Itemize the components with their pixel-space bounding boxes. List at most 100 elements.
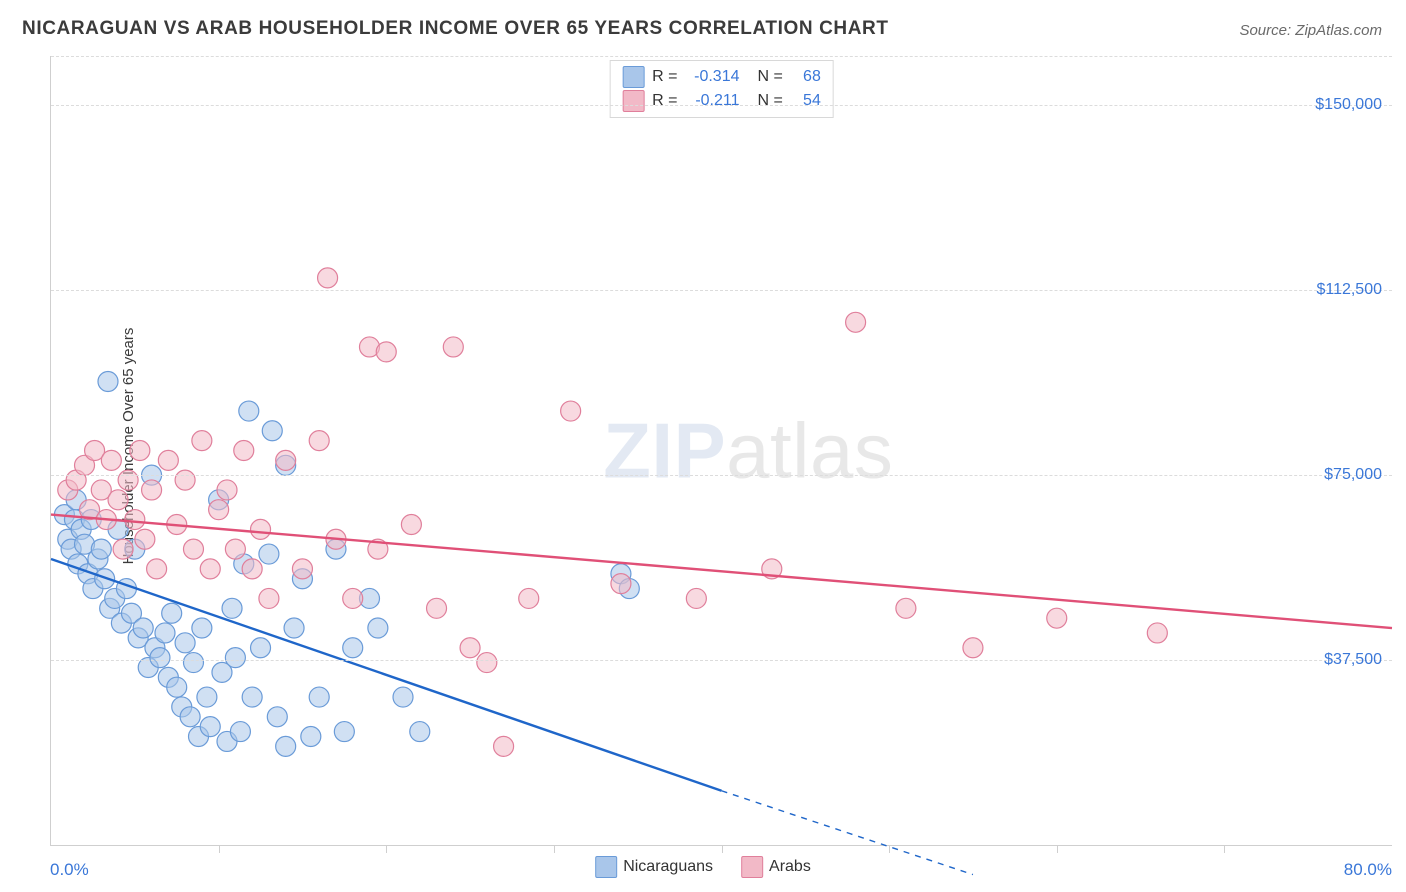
scatter-point [167,677,187,697]
legend-n-label: N = [758,65,783,89]
scatter-point [180,707,200,727]
scatter-point [686,588,706,608]
scatter-point [519,588,539,608]
y-tick-label: $37,500 [1324,651,1382,669]
scatter-point [427,598,447,618]
scatter-point [222,598,242,618]
legend-r-label: R = [652,65,677,89]
legend-swatch [622,66,644,88]
scatter-point [318,268,338,288]
chart-plot-area: ZIPatlas R =-0.314N =68R =-0.211N =54 $3… [50,56,1392,846]
legend-r-value: -0.314 [686,65,740,89]
scatter-point [460,638,480,658]
x-axis-min-label: 0.0% [50,860,89,880]
scatter-point [292,559,312,579]
scatter-point [1047,608,1067,628]
scatter-point [118,470,138,490]
scatter-point [192,618,212,638]
scatter-point [183,539,203,559]
scatter-point [155,623,175,643]
scatter-point [142,480,162,500]
scatter-point [1147,623,1167,643]
scatter-point [147,559,167,579]
corr-legend-row: R = -0.211 N = 54 [622,89,821,113]
scatter-svg [51,56,1392,845]
scatter-point [309,431,329,451]
scatter-point [101,450,121,470]
scatter-point [242,559,262,579]
scatter-point [175,470,195,490]
scatter-point [209,500,229,520]
scatter-point [125,510,145,530]
scatter-point [343,638,363,658]
scatter-point [242,687,262,707]
y-tick-label: $75,000 [1324,466,1382,484]
scatter-point [494,736,514,756]
scatter-point [251,638,271,658]
scatter-point [225,648,245,668]
legend-item: Nicaraguans [595,856,713,878]
scatter-point [192,431,212,451]
scatter-point [262,421,282,441]
scatter-point [133,618,153,638]
source-label: Source: ZipAtlas.com [1239,22,1382,39]
y-tick-label: $150,000 [1315,96,1382,114]
corr-legend-row: R = -0.314 N = 68 [622,65,821,89]
scatter-point [376,342,396,362]
scatter-point [309,687,329,707]
series-legend: Nicaraguans Arabs [595,856,811,878]
scatter-point [183,653,203,673]
chart-title: NICARAGUAN VS ARAB HOUSEHOLDER INCOME OV… [22,18,889,40]
scatter-point [276,736,296,756]
legend-swatch [595,856,617,878]
scatter-point [259,544,279,564]
legend-r-label: R = [652,89,677,113]
legend-item: Arabs [741,856,811,878]
scatter-point [158,450,178,470]
legend-n-value: 54 [791,89,821,113]
scatter-point [197,687,217,707]
scatter-point [225,539,245,559]
legend-swatch [622,90,644,112]
scatter-point [162,603,182,623]
scatter-point [234,441,254,461]
scatter-point [477,653,497,673]
scatter-point [217,480,237,500]
scatter-point [91,539,111,559]
scatter-point [239,401,259,421]
scatter-point [135,529,155,549]
scatter-point [276,450,296,470]
scatter-point [368,618,388,638]
legend-label: Arabs [769,858,811,875]
scatter-point [200,717,220,737]
scatter-point [334,722,354,742]
legend-r-value: -0.211 [686,89,740,113]
x-axis-max-label: 80.0% [1344,860,1392,880]
scatter-point [284,618,304,638]
scatter-point [561,401,581,421]
scatter-point [963,638,983,658]
scatter-point [251,519,271,539]
scatter-point [343,588,363,608]
scatter-point [230,722,250,742]
scatter-point [259,588,279,608]
scatter-point [175,633,195,653]
scatter-point [130,441,150,461]
scatter-point [410,722,430,742]
legend-n-value: 68 [791,65,821,89]
scatter-point [611,574,631,594]
correlation-legend: R = -0.314 N = 68 R = -0.211 N = 54 [609,60,834,118]
legend-swatch [741,856,763,878]
legend-n-label: N = [758,89,783,113]
scatter-point [393,687,413,707]
scatter-point [108,490,128,510]
scatter-point [150,648,170,668]
legend-label: Nicaraguans [623,858,713,875]
scatter-point [896,598,916,618]
scatter-point [846,312,866,332]
scatter-point [113,539,133,559]
scatter-point [401,514,421,534]
y-tick-label: $112,500 [1316,281,1382,299]
scatter-point [267,707,287,727]
scatter-point [200,559,220,579]
